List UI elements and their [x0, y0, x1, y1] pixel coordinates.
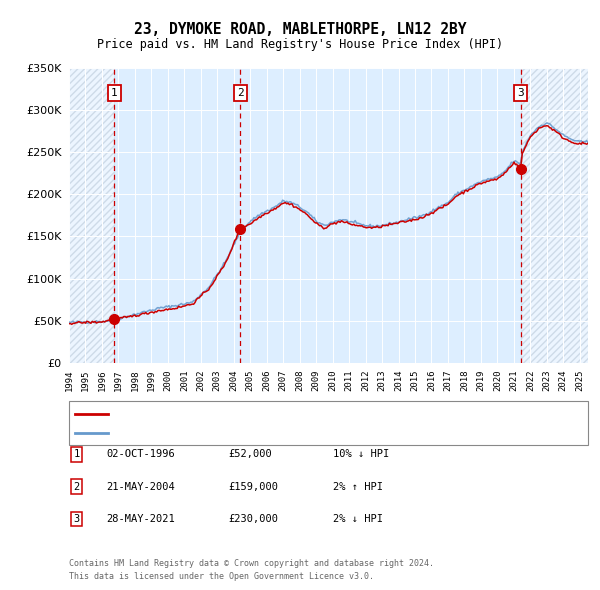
Text: 2: 2	[236, 88, 244, 98]
Text: £230,000: £230,000	[228, 514, 278, 524]
Text: 3: 3	[74, 514, 80, 524]
Text: 02-OCT-1996: 02-OCT-1996	[106, 450, 175, 459]
Text: This data is licensed under the Open Government Licence v3.0.: This data is licensed under the Open Gov…	[69, 572, 374, 581]
Text: 28-MAY-2021: 28-MAY-2021	[106, 514, 175, 524]
Text: 1: 1	[111, 88, 118, 98]
Bar	[69, 68, 115, 363]
Text: HPI: Average price, detached house, East Lindsey: HPI: Average price, detached house, East…	[114, 428, 396, 438]
Text: 2: 2	[74, 482, 80, 491]
Text: 10% ↓ HPI: 10% ↓ HPI	[333, 450, 389, 459]
Text: 1: 1	[74, 450, 80, 459]
Bar	[521, 68, 588, 363]
Text: Contains HM Land Registry data © Crown copyright and database right 2024.: Contains HM Land Registry data © Crown c…	[69, 559, 434, 568]
Text: 2% ↓ HPI: 2% ↓ HPI	[333, 514, 383, 524]
Text: 2% ↑ HPI: 2% ↑ HPI	[333, 482, 383, 491]
Text: 23, DYMOKE ROAD, MABLETHORPE, LN12 2BY: 23, DYMOKE ROAD, MABLETHORPE, LN12 2BY	[134, 22, 466, 37]
Text: 21-MAY-2004: 21-MAY-2004	[106, 482, 175, 491]
Text: Price paid vs. HM Land Registry's House Price Index (HPI): Price paid vs. HM Land Registry's House …	[97, 38, 503, 51]
Text: 23, DYMOKE ROAD, MABLETHORPE, LN12 2BY (detached house): 23, DYMOKE ROAD, MABLETHORPE, LN12 2BY (…	[114, 409, 437, 418]
Text: £52,000: £52,000	[228, 450, 272, 459]
Text: 3: 3	[517, 88, 524, 98]
Text: £159,000: £159,000	[228, 482, 278, 491]
